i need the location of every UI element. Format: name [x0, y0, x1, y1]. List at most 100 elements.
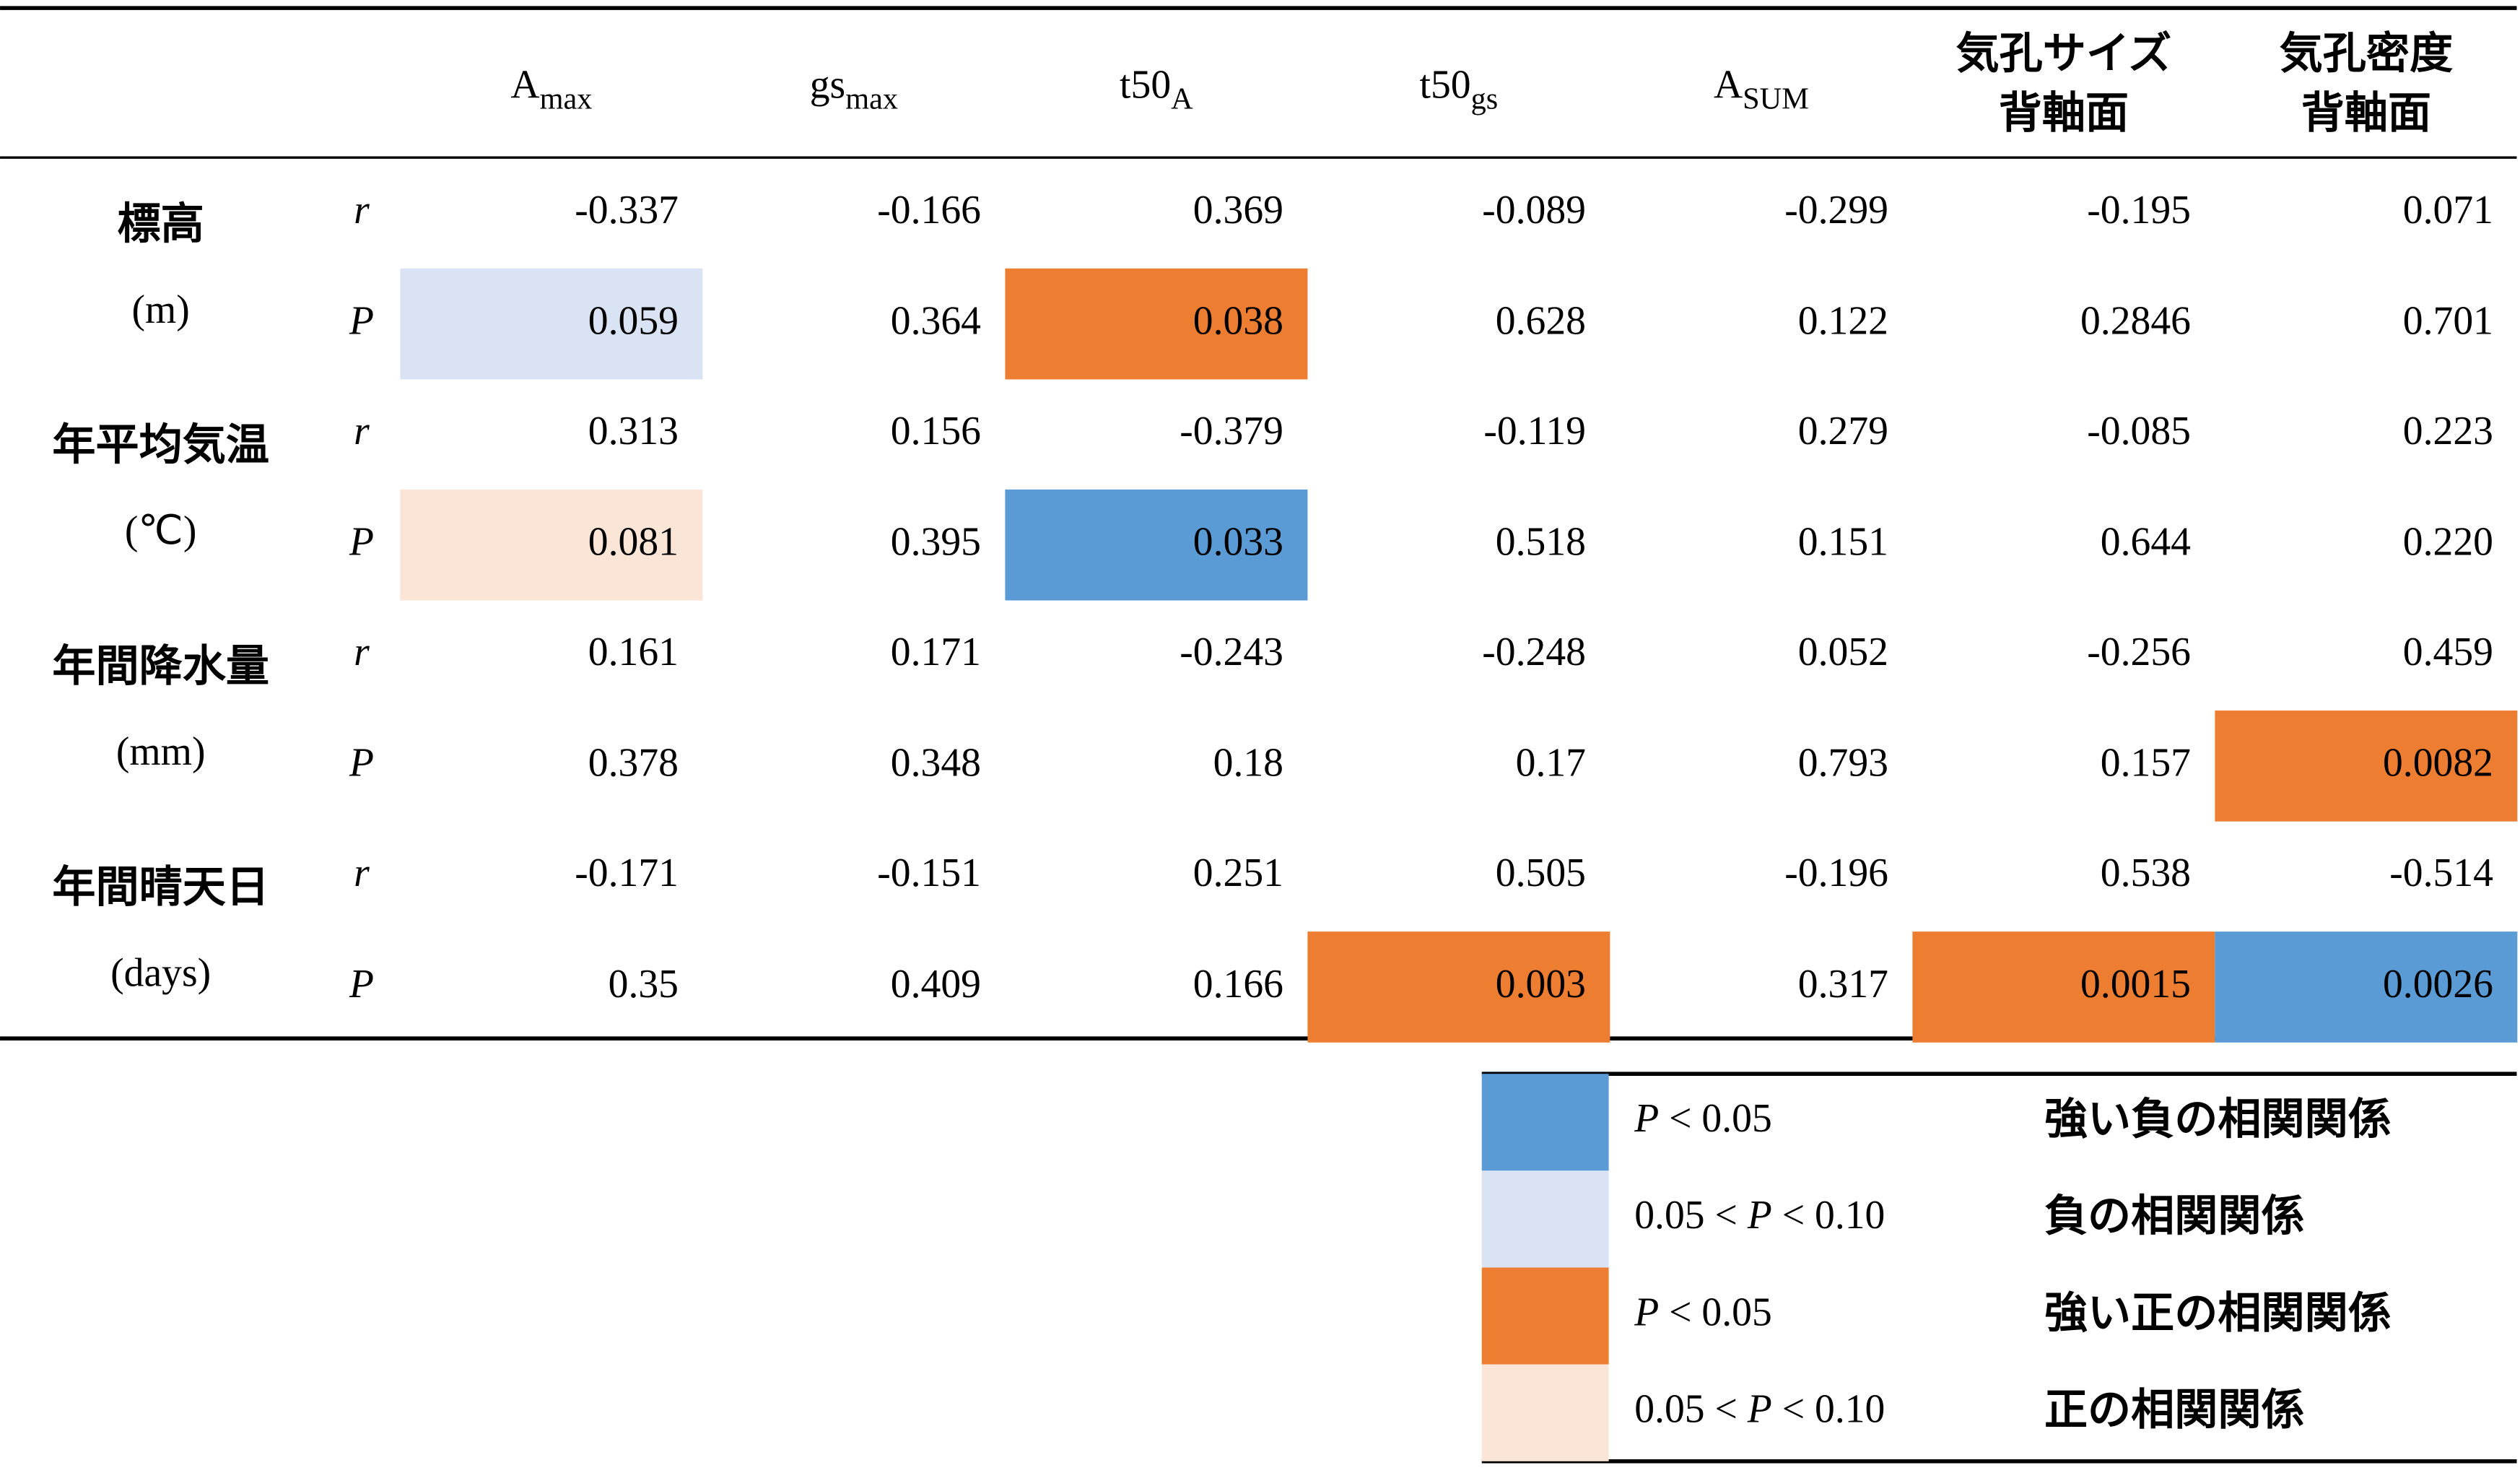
cell-highlight — [1005, 489, 1308, 601]
legend-swatch — [1481, 1170, 1609, 1268]
r-value: -0.166 — [877, 188, 981, 233]
row-label: 年平均気温 — [52, 420, 269, 471]
column-header: 気孔密度 — [2280, 29, 2453, 79]
row-unit: (mm) — [116, 729, 206, 774]
p-value: 0.317 — [1798, 962, 1888, 1007]
p-value: 0.151 — [1798, 520, 1888, 565]
condition-part: P — [1634, 1096, 1659, 1141]
legend-condition: 0.05 < P < 0.10 — [1634, 1386, 1885, 1431]
r-value: 0.052 — [1798, 630, 1888, 674]
row-label: 年間降水量 — [52, 641, 269, 692]
header-main: A — [510, 62, 539, 107]
p-value: 0.518 — [1496, 520, 1586, 565]
column-header: 気孔サイズ — [1956, 29, 2172, 79]
r-value: 0.313 — [588, 409, 679, 453]
p-value: 0.122 — [1798, 298, 1888, 343]
p-value: 0.628 — [1496, 298, 1586, 343]
r-value: -0.379 — [1180, 409, 1283, 453]
r-value: 0.279 — [1798, 409, 1888, 453]
row-unit: (days) — [110, 950, 211, 995]
p-value: 0.0026 — [2383, 962, 2493, 1007]
legend-condition: 0.05 < P < 0.10 — [1634, 1193, 1885, 1238]
r-value: 0.223 — [2403, 409, 2493, 453]
legend-meaning: 負の相関関係 — [2044, 1191, 2305, 1242]
column-header: Amax — [510, 62, 592, 116]
stat-label: r — [354, 851, 370, 895]
cell-highlight — [2215, 711, 2518, 822]
legend-meaning: 強い負の相関関係 — [2044, 1095, 2392, 1145]
r-value: -0.514 — [2389, 851, 2493, 895]
p-value: 0.157 — [2101, 741, 2191, 786]
stat-label: r — [354, 630, 370, 674]
r-value: 0.156 — [891, 409, 981, 453]
p-value: 0.033 — [1193, 520, 1283, 565]
stat-label: P — [349, 741, 374, 786]
legend-swatch — [1481, 1267, 1609, 1365]
stat-label: P — [349, 520, 374, 565]
p-value: 0.395 — [891, 520, 981, 565]
column-header: t50A — [1120, 62, 1193, 116]
r-value: 0.071 — [2403, 188, 2493, 233]
p-value: 0.644 — [2101, 520, 2191, 565]
r-value: -0.243 — [1180, 630, 1283, 674]
cell-highlight — [1307, 931, 1610, 1043]
header-subscript: A — [1171, 82, 1193, 116]
column-header: 背軸面 — [1999, 88, 2129, 139]
r-value: 0.459 — [2403, 630, 2493, 674]
row-label: 年間晴天日 — [52, 862, 269, 913]
r-value: 0.505 — [1496, 851, 1586, 895]
p-value: 0.35 — [609, 962, 679, 1007]
column-header: t50gs — [1420, 62, 1499, 116]
legend-meaning: 正の相関関係 — [2044, 1385, 2305, 1435]
cell-highlight — [2215, 931, 2518, 1043]
stat-label: P — [349, 962, 374, 1007]
r-value: -0.089 — [1482, 188, 1586, 233]
p-value: 0.059 — [588, 298, 679, 343]
r-value: 0.161 — [588, 630, 679, 674]
condition-part: < 0.05 — [1659, 1290, 1772, 1334]
p-value: 0.0082 — [2383, 741, 2493, 786]
r-value: -0.337 — [575, 188, 679, 233]
header-subscript: max — [540, 82, 593, 116]
header-subscript: SUM — [1743, 82, 1809, 116]
p-value: 0.0015 — [2080, 962, 2191, 1007]
r-value: 0.369 — [1193, 188, 1283, 233]
p-value: 0.409 — [891, 962, 981, 1007]
r-value: 0.171 — [891, 630, 981, 674]
header-main: t50 — [1120, 62, 1171, 107]
r-value: -0.256 — [2087, 630, 2191, 674]
condition-part: P — [1747, 1386, 1772, 1431]
cell-highlight — [400, 268, 703, 380]
legend-swatch — [1481, 1364, 1609, 1461]
cell-highlight — [1912, 931, 2215, 1043]
r-value: 0.251 — [1193, 851, 1283, 895]
r-value: -0.248 — [1482, 630, 1586, 674]
legend-condition: P < 0.05 — [1634, 1290, 1772, 1334]
stat-label: r — [354, 188, 370, 233]
legend-meaning: 強い正の相関関係 — [2044, 1288, 2392, 1339]
p-value: 0.038 — [1193, 298, 1283, 343]
p-value: 0.364 — [891, 298, 981, 343]
condition-part: P — [1747, 1193, 1772, 1238]
r-value: -0.119 — [1483, 409, 1586, 453]
header-subscript: gs — [1471, 82, 1499, 116]
condition-part: 0.05 < — [1634, 1193, 1748, 1238]
legend-swatch — [1481, 1074, 1609, 1171]
p-value: 0.378 — [588, 741, 679, 786]
r-value: 0.538 — [2101, 851, 2191, 895]
header-main: t50 — [1420, 62, 1471, 107]
p-value: 0.2846 — [2080, 298, 2191, 343]
r-value: -0.195 — [2087, 188, 2191, 233]
p-value: 0.17 — [1516, 741, 1586, 786]
r-value: -0.196 — [1784, 851, 1888, 895]
p-value: 0.081 — [588, 520, 679, 565]
column-header: gsmax — [810, 62, 898, 116]
condition-part: < 0.05 — [1659, 1096, 1772, 1141]
condition-part: < 0.10 — [1772, 1386, 1885, 1431]
row-unit: (℃) — [125, 508, 197, 553]
cell-highlight — [400, 489, 703, 601]
p-value: 0.003 — [1496, 962, 1586, 1007]
p-value: 0.166 — [1193, 962, 1283, 1007]
r-value: -0.299 — [1784, 188, 1888, 233]
